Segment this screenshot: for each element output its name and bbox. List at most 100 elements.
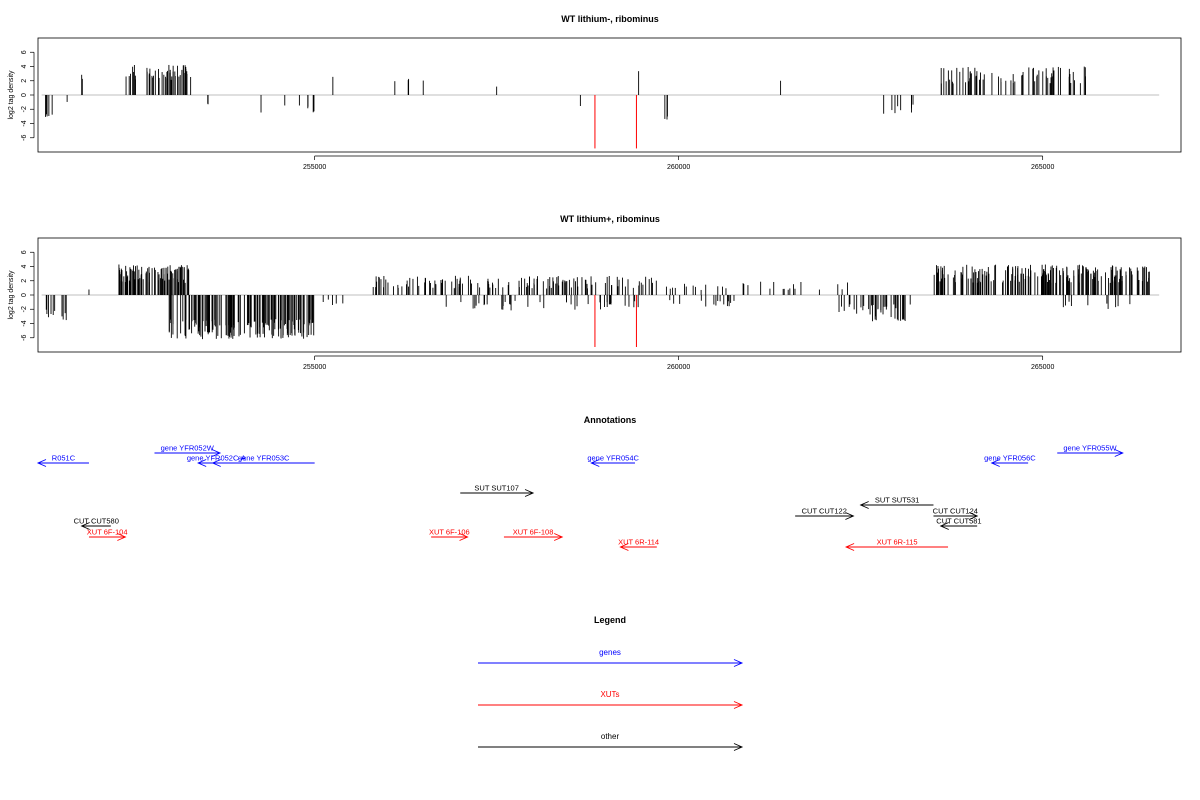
arrow-head xyxy=(990,459,1000,467)
y-tick-label: -2 xyxy=(21,106,28,112)
x-tick-label: 260000 xyxy=(667,164,690,171)
y-tick-label: 6 xyxy=(21,50,28,54)
feature-label: XUT 6F-108 xyxy=(513,528,554,537)
arrow-head xyxy=(553,533,564,541)
feature-arrow xyxy=(795,512,855,520)
y-tick-label: 0 xyxy=(21,93,28,97)
density-bars xyxy=(41,64,1160,149)
feature-label: XUT 6R-115 xyxy=(877,538,918,547)
feature-arrow xyxy=(933,512,979,520)
arrow-head xyxy=(859,501,869,509)
density-bars xyxy=(41,264,1160,348)
feature-arrow xyxy=(88,533,127,541)
panel-title: WT lithium-, ribominus xyxy=(561,14,659,24)
feature-label: gene YFR052C-A xyxy=(187,454,246,463)
feature-label: XUT 6R-114 xyxy=(618,538,659,547)
arrow-head xyxy=(459,533,469,541)
y-tick-label: 4 xyxy=(21,64,28,68)
feature-arrow xyxy=(859,501,934,509)
feature-label: SUT SUT531 xyxy=(875,496,919,505)
feature-label: gene YFR056C xyxy=(984,454,1036,463)
feature-arrow xyxy=(590,459,635,467)
feature-arrow xyxy=(211,459,315,467)
feature-arrow xyxy=(460,489,535,497)
feature-arrow xyxy=(619,543,657,551)
feature-arrow xyxy=(990,459,1029,467)
feature-arrow xyxy=(154,449,222,457)
arrow-head xyxy=(36,459,47,467)
legend: Legend genes XUTs other xyxy=(478,615,744,751)
feature-label: CUT CUT122 xyxy=(802,507,847,516)
legend-arrow xyxy=(478,743,744,751)
feature-label: gene YFR054C xyxy=(587,454,639,463)
track-panel-lithium-plus: WT lithium+, ribominus log2 tag density … xyxy=(8,214,1182,371)
legend-label: other xyxy=(601,732,620,741)
panel-title: WT lithium+, ribominus xyxy=(560,214,660,224)
y-tick-label: -6 xyxy=(21,135,28,141)
arrow-head xyxy=(211,459,221,467)
legend-arrow xyxy=(478,701,744,709)
feature-label: XUT 6F-106 xyxy=(429,528,470,537)
arrow-head xyxy=(939,522,949,530)
arrow-head xyxy=(733,659,744,667)
feature-label: gene YFR052W xyxy=(161,444,215,453)
y-tick-label: -2 xyxy=(21,306,28,312)
feature-label: CUT CUT124 xyxy=(933,507,978,516)
feature-label: CUT CUT581 xyxy=(936,517,981,526)
feature-arrow xyxy=(503,533,564,541)
legend-title: Legend xyxy=(594,615,626,625)
arrow-head xyxy=(844,543,855,551)
y-tick-label: -4 xyxy=(21,120,28,126)
x-tick-label: 255000 xyxy=(303,164,326,171)
annotations-title: Annotations xyxy=(584,415,637,425)
feature-arrow xyxy=(844,543,949,551)
arrow-head xyxy=(117,533,127,541)
x-tick-label: 260000 xyxy=(667,364,690,371)
arrow-head xyxy=(590,459,600,467)
feature-arrow xyxy=(36,459,89,467)
feature-arrow xyxy=(80,522,111,530)
feature-arrow xyxy=(431,533,469,541)
x-tick-label: 265000 xyxy=(1031,364,1054,371)
legend-items: genes XUTs other xyxy=(478,648,744,751)
y-tick-label: -4 xyxy=(21,320,28,326)
feature-arrow xyxy=(1057,449,1124,457)
feature-label: SUT SUT107 xyxy=(474,484,518,493)
plot-frame xyxy=(37,237,1182,353)
x-tick-label: 255000 xyxy=(303,364,326,371)
arrow-head xyxy=(968,512,979,520)
axes: -6 -4 -2 0 2 4 6 255000 260000 265000 xyxy=(21,50,1054,171)
arrow-head xyxy=(524,489,535,497)
arrow-head xyxy=(1114,449,1124,457)
feature-arrow xyxy=(939,522,978,530)
y-tick-label: 2 xyxy=(21,79,28,83)
legend-label: XUTs xyxy=(600,690,619,699)
legend-label: genes xyxy=(599,648,621,657)
feature-label: R051C xyxy=(52,454,76,463)
arrow-head xyxy=(845,512,855,520)
arrow-head xyxy=(197,459,207,467)
legend-arrow xyxy=(478,659,744,667)
track-panel-lithium-minus: WT lithium-, ribominus log2 tag density … xyxy=(8,14,1182,171)
y-axis-label: log2 tag density xyxy=(8,270,15,320)
arrow-head xyxy=(80,522,90,530)
y-tick-label: 6 xyxy=(21,250,28,254)
axes: -6 -4 -2 0 2 4 6 255000 260000 265000 xyxy=(21,250,1054,371)
feature-label: CUT CUT580 xyxy=(74,517,119,526)
plot-frame xyxy=(37,37,1182,153)
arrow-head xyxy=(619,543,629,551)
y-tick-label: 4 xyxy=(21,264,28,268)
y-tick-label: 2 xyxy=(21,279,28,283)
y-tick-label: -6 xyxy=(21,335,28,341)
y-tick-label: 0 xyxy=(21,293,28,297)
x-tick-label: 265000 xyxy=(1031,164,1054,171)
feature-label: gene YFR055W xyxy=(1063,444,1117,453)
arrow-head xyxy=(211,449,222,457)
arrow-head xyxy=(733,743,744,751)
feature-label: gene YFR053C xyxy=(238,454,290,463)
y-axis-label: log2 tag density xyxy=(8,70,15,120)
feature-label: XUT 6F-104 xyxy=(87,528,128,537)
